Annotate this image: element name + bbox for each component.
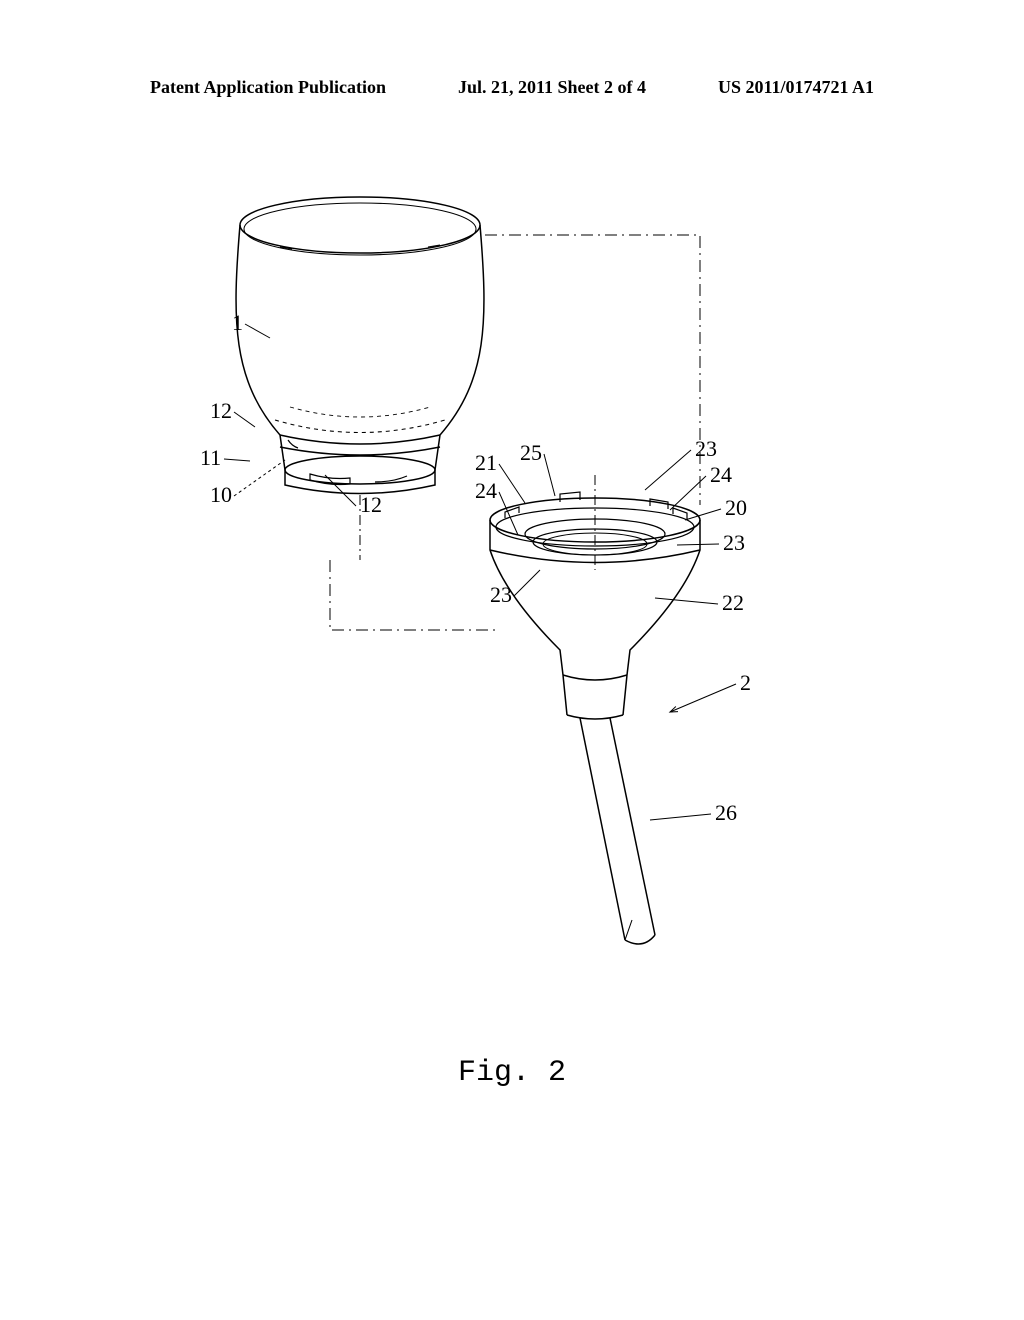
svg-text:11: 11 — [200, 445, 221, 470]
header-left: Patent Application Publication — [150, 77, 386, 98]
svg-text:24: 24 — [710, 462, 732, 487]
svg-text:26: 26 — [715, 800, 737, 825]
svg-text:24: 24 — [475, 478, 497, 503]
patent-drawing: 112111012212524232324202322226 — [140, 180, 880, 1080]
svg-text:2: 2 — [740, 670, 751, 695]
svg-text:12: 12 — [360, 492, 382, 517]
svg-text:23: 23 — [723, 530, 745, 555]
svg-text:1: 1 — [232, 310, 243, 335]
page-header: Patent Application Publication Jul. 21, … — [0, 77, 1024, 98]
svg-text:22: 22 — [722, 590, 744, 615]
svg-text:25: 25 — [520, 440, 542, 465]
figure-caption: Fig. 2 — [458, 1056, 566, 1090]
svg-text:20: 20 — [725, 495, 747, 520]
header-center: Jul. 21, 2011 Sheet 2 of 4 — [458, 77, 646, 98]
figure-container: 112111012212524232324202322226 — [140, 180, 880, 1080]
svg-text:12: 12 — [210, 398, 232, 423]
svg-text:23: 23 — [695, 436, 717, 461]
svg-text:10: 10 — [210, 482, 232, 507]
svg-text:21: 21 — [475, 450, 497, 475]
svg-text:23: 23 — [490, 582, 512, 607]
header-right: US 2011/0174721 A1 — [718, 77, 874, 98]
